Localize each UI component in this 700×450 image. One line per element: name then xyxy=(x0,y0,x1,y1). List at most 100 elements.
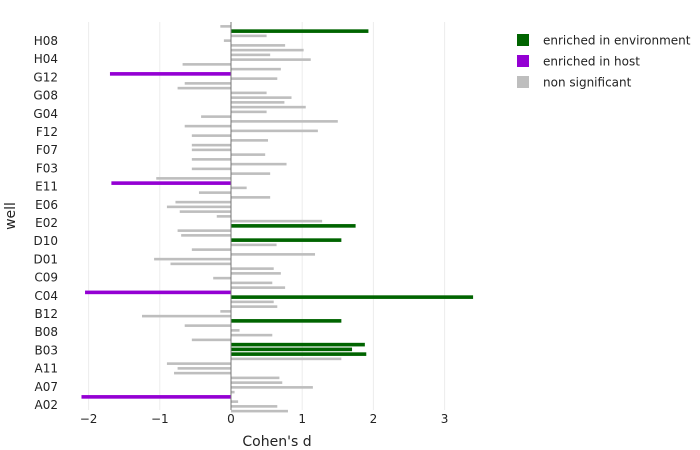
grid xyxy=(88,22,446,410)
bar-ns xyxy=(231,58,311,61)
bar-ns xyxy=(231,272,281,275)
y-tick-label: C09 xyxy=(34,271,58,285)
bar-ns xyxy=(213,276,231,280)
bar-ns xyxy=(231,120,338,123)
y-tick-label: A11 xyxy=(35,362,58,376)
bar-ns xyxy=(179,210,231,213)
y-tick-label: H08 xyxy=(34,34,58,48)
bar-ns xyxy=(220,25,231,28)
bar-env xyxy=(231,342,365,347)
bar-ns xyxy=(184,82,231,85)
bar-ns xyxy=(231,129,318,133)
bar-ns xyxy=(177,229,231,232)
y-tick-label: G08 xyxy=(33,89,58,103)
bar-ns xyxy=(231,253,316,256)
x-tick-label: 0 xyxy=(227,412,235,426)
bar-ns xyxy=(231,405,278,408)
bar-ns xyxy=(231,53,271,57)
bar-ns xyxy=(142,314,231,318)
bar-ns xyxy=(177,367,231,370)
legend-label: non significant xyxy=(543,76,632,90)
y-tick-label: D01 xyxy=(33,252,58,266)
bar-ns xyxy=(231,101,285,104)
y-tick-labels: A02 A07 A11 B03 B08 B12 C04 C09 D01 D10 E02 E06 E11 F… xyxy=(33,34,58,412)
x-tick-labels: −2 −1 0 1 2 3 xyxy=(80,412,449,426)
bar-ns xyxy=(231,77,278,80)
bar-ns xyxy=(231,219,323,223)
bar-ns xyxy=(166,362,231,365)
y-tick-label: F07 xyxy=(36,143,58,157)
bar-ns xyxy=(231,186,247,190)
y-tick-label: F12 xyxy=(36,125,58,139)
bar-ns xyxy=(182,63,231,66)
y-tick-label: G12 xyxy=(33,70,58,84)
bar-env xyxy=(231,238,342,242)
bar-ns xyxy=(198,191,231,194)
y-tick-label: F03 xyxy=(36,161,58,175)
bar-ns xyxy=(231,286,286,289)
bar-ns xyxy=(231,162,287,166)
bar-ns xyxy=(231,281,273,285)
y-tick-label: A02 xyxy=(35,398,58,412)
legend-swatch xyxy=(517,76,529,88)
y-axis-title: well xyxy=(3,202,19,230)
bar-host xyxy=(81,395,231,399)
bar-ns xyxy=(231,329,240,332)
legend-label: enriched in host xyxy=(543,55,640,69)
bar-ns xyxy=(231,34,267,38)
bar-ns xyxy=(191,134,231,137)
bar-env xyxy=(231,347,353,352)
bar-ns xyxy=(231,139,269,142)
bar-env xyxy=(231,295,474,299)
bar-ns xyxy=(231,300,274,304)
bar-ns xyxy=(170,262,231,266)
bar-ns xyxy=(216,215,231,218)
y-tick-label: B08 xyxy=(34,325,58,339)
bar-ns xyxy=(191,167,231,171)
bar-ns xyxy=(231,376,280,380)
bar-host xyxy=(85,290,231,295)
bar-ns xyxy=(184,124,231,128)
bar-ns xyxy=(174,371,231,375)
legend-swatch xyxy=(517,55,529,67)
bar-ns xyxy=(201,115,231,118)
bar-ns xyxy=(231,357,342,361)
bar-ns xyxy=(231,267,274,270)
y-tick-label: E06 xyxy=(35,198,58,212)
bar-ns xyxy=(191,148,231,152)
bar-host xyxy=(109,72,231,76)
bar-env xyxy=(231,352,367,356)
bar-ns xyxy=(231,96,292,99)
bar-ns xyxy=(191,338,231,342)
bar-host xyxy=(111,181,231,185)
bar-ns xyxy=(220,310,231,313)
y-tick-label: E11 xyxy=(35,180,58,194)
y-tick-label: C04 xyxy=(34,289,58,303)
x-tick-label: 3 xyxy=(441,412,449,426)
bar-ns xyxy=(223,39,231,42)
bar-ns xyxy=(181,234,231,237)
bar-ns xyxy=(231,48,304,52)
y-tick-label: A07 xyxy=(35,380,58,394)
bar-ns xyxy=(231,44,286,47)
y-tick-label: H04 xyxy=(34,52,58,66)
bar-env xyxy=(231,319,342,323)
bar-env xyxy=(231,29,369,33)
y-tick-label: B03 xyxy=(34,343,58,357)
bar-ns xyxy=(191,143,231,147)
bar-ns xyxy=(191,158,231,161)
bar-ns xyxy=(154,257,231,261)
bar-ns xyxy=(231,386,313,389)
bar-ns xyxy=(231,196,271,199)
x-tick-label: −2 xyxy=(80,412,98,426)
bar-ns xyxy=(231,172,271,175)
bar-ns xyxy=(231,105,306,109)
bar-ns xyxy=(231,400,239,403)
bar-ns xyxy=(175,200,231,204)
bar-ns xyxy=(231,381,283,384)
bar-ns xyxy=(184,324,231,327)
legend-label: enriched in environment xyxy=(543,34,691,48)
bar-ns xyxy=(156,177,231,180)
bar-ns xyxy=(231,333,273,337)
bar-ns xyxy=(231,390,235,394)
